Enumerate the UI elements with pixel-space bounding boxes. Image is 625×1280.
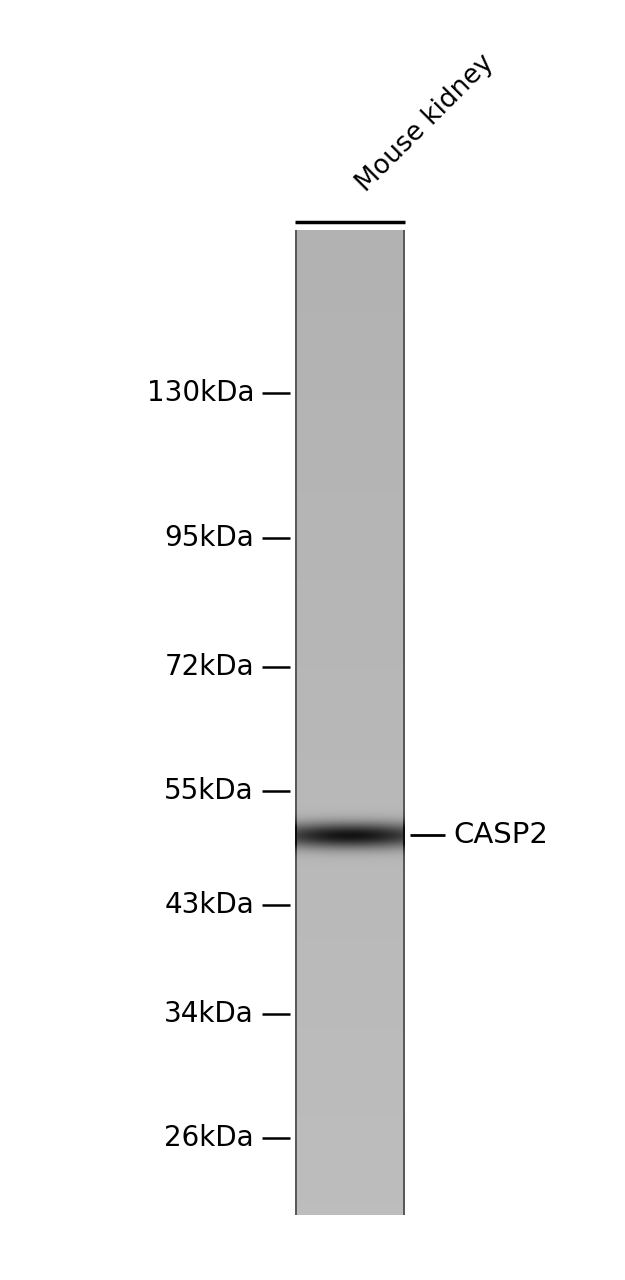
Text: 130kDa: 130kDa	[146, 379, 254, 407]
Text: 34kDa: 34kDa	[164, 1000, 254, 1028]
Text: 43kDa: 43kDa	[164, 891, 254, 919]
Text: 72kDa: 72kDa	[164, 653, 254, 681]
Text: Mouse kidney: Mouse kidney	[352, 50, 499, 197]
Text: 95kDa: 95kDa	[164, 525, 254, 552]
Text: CASP2: CASP2	[453, 822, 548, 849]
Text: 26kDa: 26kDa	[164, 1124, 254, 1152]
Text: 55kDa: 55kDa	[164, 777, 254, 805]
